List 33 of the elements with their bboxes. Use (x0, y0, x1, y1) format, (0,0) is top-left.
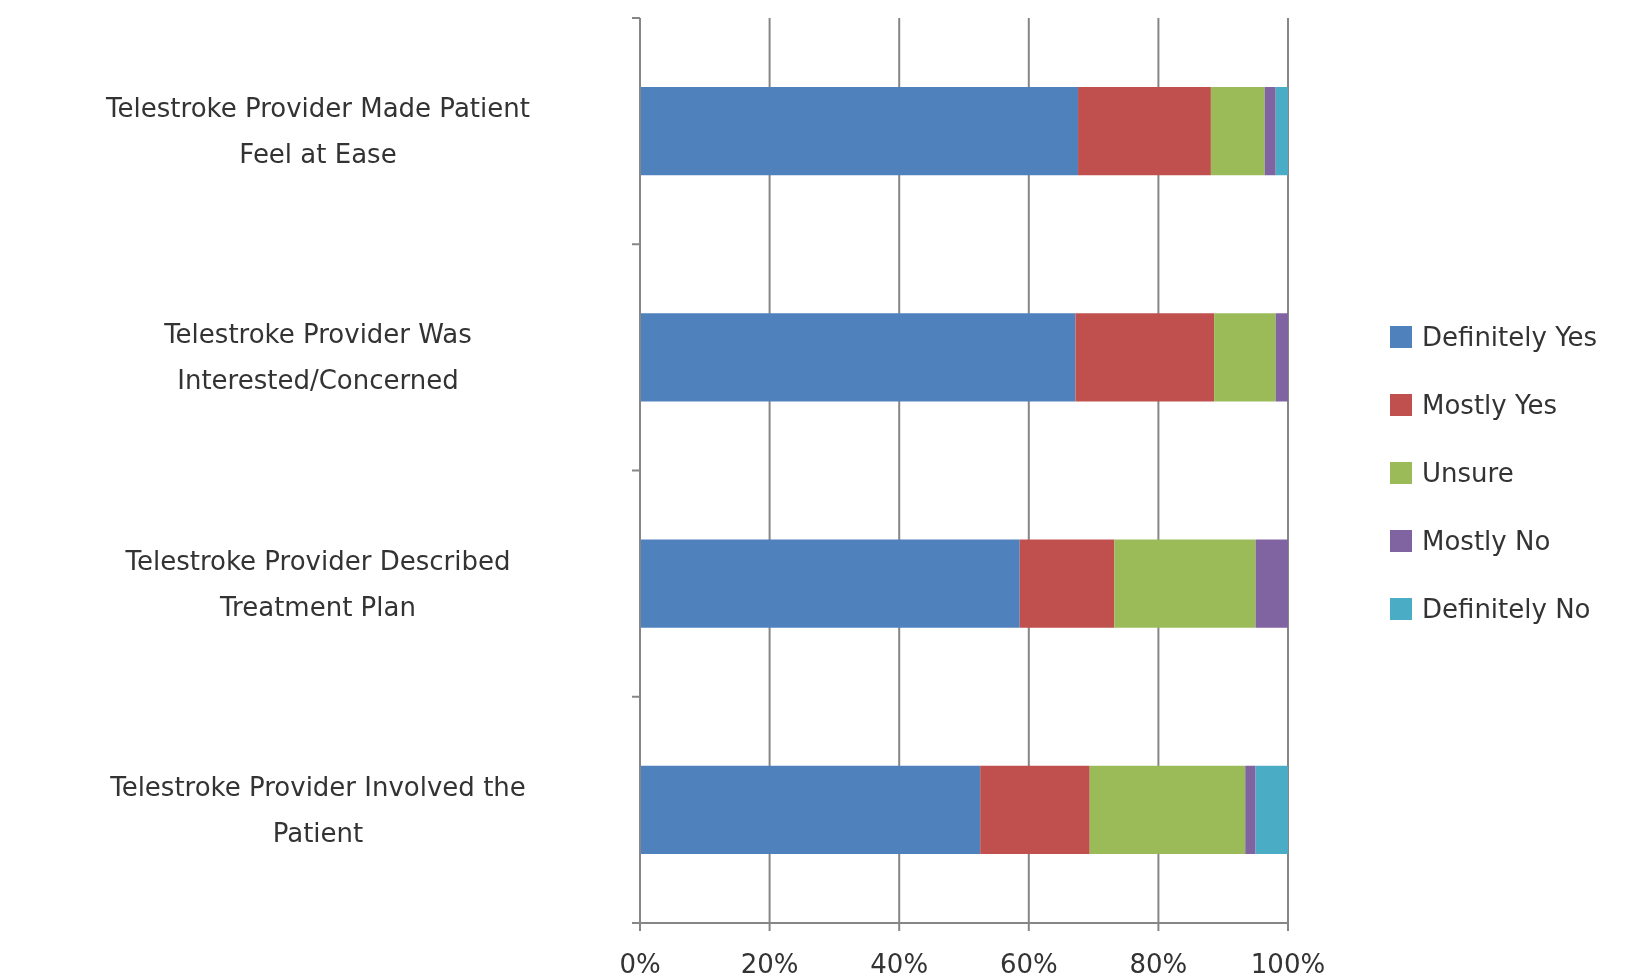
bar (1245, 765, 1256, 854)
bar (1114, 539, 1256, 628)
bar (1214, 313, 1276, 402)
x-tick-label: 100% (1250, 949, 1326, 979)
x-tick-label: 40% (870, 949, 929, 979)
y-tick-label: Telestroke Provider Involved the Patient (109, 771, 526, 848)
bar (1275, 87, 1288, 176)
bar (640, 87, 1079, 176)
legend-label: Mostly Yes (1422, 390, 1557, 420)
x-tick-label: 0% (619, 949, 661, 979)
y-tick-label: Telestroke Provider Made Patient Feel at Ease (105, 93, 530, 170)
bar (640, 539, 1020, 628)
bar (1210, 87, 1265, 176)
legend-label: Mostly No (1422, 526, 1551, 556)
bar (980, 765, 1090, 854)
bar (1275, 313, 1288, 402)
y-tick-label: Telestroke Provider Was Interested/Concerned (163, 319, 472, 396)
bar (1019, 539, 1115, 628)
bar (1089, 765, 1246, 854)
bar (640, 313, 1076, 402)
bar (1255, 765, 1288, 854)
legend-label: Definitely No (1422, 594, 1591, 624)
legend-label: Unsure (1422, 458, 1514, 488)
legend-label: Definitely Yes (1422, 322, 1598, 352)
bar (1075, 313, 1215, 402)
y-tick-label: Telestroke Provider Described Treatment Plan (124, 545, 511, 622)
bar (640, 765, 981, 854)
x-tick-label: 80% (1129, 949, 1188, 979)
bar (1078, 87, 1211, 176)
x-tick-label: 20% (740, 949, 799, 979)
bar (1264, 87, 1276, 176)
x-tick-label: 60% (999, 949, 1058, 979)
bar (1255, 539, 1288, 628)
